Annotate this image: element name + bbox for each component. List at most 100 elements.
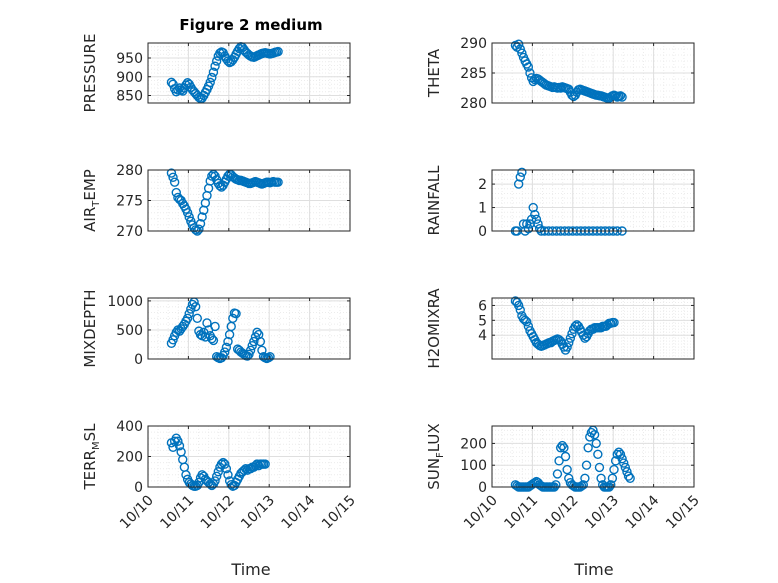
data-point (252, 327, 262, 337)
data-point (263, 353, 274, 363)
data-point (515, 305, 525, 315)
x-axis-label-left: Time (230, 560, 270, 579)
data-point (562, 464, 572, 475)
y-tick-label: 280 (116, 163, 143, 179)
data-point (210, 321, 220, 332)
y-axis-label: TERRMSL (81, 423, 102, 491)
data-point (594, 462, 605, 473)
y-tick-label: 0 (134, 480, 143, 496)
data-point (215, 48, 225, 58)
data-point (210, 476, 220, 486)
data-point (208, 67, 219, 77)
y-axis-label: THETA (425, 48, 443, 98)
data-point (525, 68, 535, 78)
data-point (168, 172, 178, 183)
panel-mixdepth: 0 500 1000 MIXDEPTH (81, 289, 351, 368)
data-point (239, 465, 249, 475)
y-tick-label: 290 (460, 36, 487, 52)
data-point (583, 443, 593, 453)
axes-box (491, 425, 695, 488)
data-point (189, 297, 199, 307)
data-point (205, 77, 215, 88)
x-tick-label: 10/13 (238, 493, 278, 533)
panel-sun_flux: 0 100 200 SUNFLUX 10/10 10/11 10/12 10/13 10/14 1… (425, 423, 703, 532)
data-point (578, 480, 589, 490)
data-point (173, 436, 183, 446)
data-point (513, 39, 524, 49)
y-tick-label: 6 (478, 298, 487, 314)
data-point (168, 335, 178, 345)
data-point (565, 333, 576, 343)
data-point (607, 473, 618, 483)
data-point (619, 458, 629, 468)
panel-theta: 280 285 290 THETA (425, 36, 695, 112)
x-tick-label: 10/11 (501, 493, 541, 533)
data-point (260, 459, 270, 469)
data-point (194, 224, 204, 234)
data-point (555, 443, 566, 453)
data-point (615, 91, 626, 101)
data-point (223, 336, 233, 347)
y-axis-label: RAINFALL (425, 165, 443, 236)
y-tick-label: 0 (134, 352, 143, 368)
data-point (247, 340, 257, 351)
data-point (166, 168, 177, 178)
panel-air_temp: 270 275 280 AIRTEMP (81, 163, 351, 240)
data-point (513, 300, 524, 311)
data-point (169, 177, 180, 187)
data-point (620, 462, 631, 473)
y-tick-label: 280 (460, 96, 487, 112)
data-point (244, 349, 254, 360)
data-point (580, 473, 590, 483)
x-tick-label: 10/10 (117, 493, 157, 533)
y-axis-label: SUNFLUX (425, 423, 446, 489)
data-point (576, 481, 587, 491)
data-point (523, 62, 534, 72)
y-axis-label: AIRTEMP (81, 169, 102, 232)
data-point (593, 449, 603, 460)
data-point (551, 480, 561, 490)
data-point (609, 317, 619, 328)
x-tick-label: 10/14 (279, 492, 319, 532)
y-tick-label: 275 (116, 194, 143, 210)
figure-title: Figure 2 medium (179, 16, 322, 34)
y-tick-label: 200 (116, 450, 143, 466)
data-point (179, 462, 190, 472)
data-point (207, 72, 217, 83)
y-tick-label: 4 (478, 328, 487, 344)
data-point (253, 329, 264, 340)
data-point (606, 480, 616, 490)
panel-h2omixra: 456 H2OMIXRA (425, 288, 695, 369)
data-point (530, 209, 540, 220)
data-point (182, 207, 193, 218)
x-tick-label: 10/11 (157, 493, 197, 533)
y-tick-label: 5 (478, 313, 487, 329)
data-point (570, 321, 580, 331)
data-point (617, 92, 627, 102)
data-point (220, 459, 230, 469)
y-tick-label: 400 (116, 419, 143, 435)
data-point (526, 214, 537, 224)
x-tick-label: 10/12 (198, 493, 238, 533)
data-point (184, 212, 194, 222)
data-point (255, 336, 266, 347)
data-point (211, 56, 222, 66)
data-point (515, 172, 525, 182)
data-point (554, 456, 564, 466)
data-point (589, 430, 600, 440)
axes-box (491, 297, 695, 360)
y-tick-label: 0 (478, 224, 487, 240)
data-point (173, 85, 183, 95)
y-tick-label: 0 (478, 480, 487, 496)
y-tick-label: 950 (116, 51, 143, 67)
data-point (534, 223, 545, 234)
axes-box (491, 169, 695, 232)
data-point (245, 345, 256, 355)
data-point (213, 467, 223, 477)
data-point (211, 471, 222, 482)
data-point (617, 453, 627, 464)
x-tick-label: 10/10 (461, 493, 501, 533)
data-point (168, 442, 178, 453)
data-point (202, 318, 212, 328)
